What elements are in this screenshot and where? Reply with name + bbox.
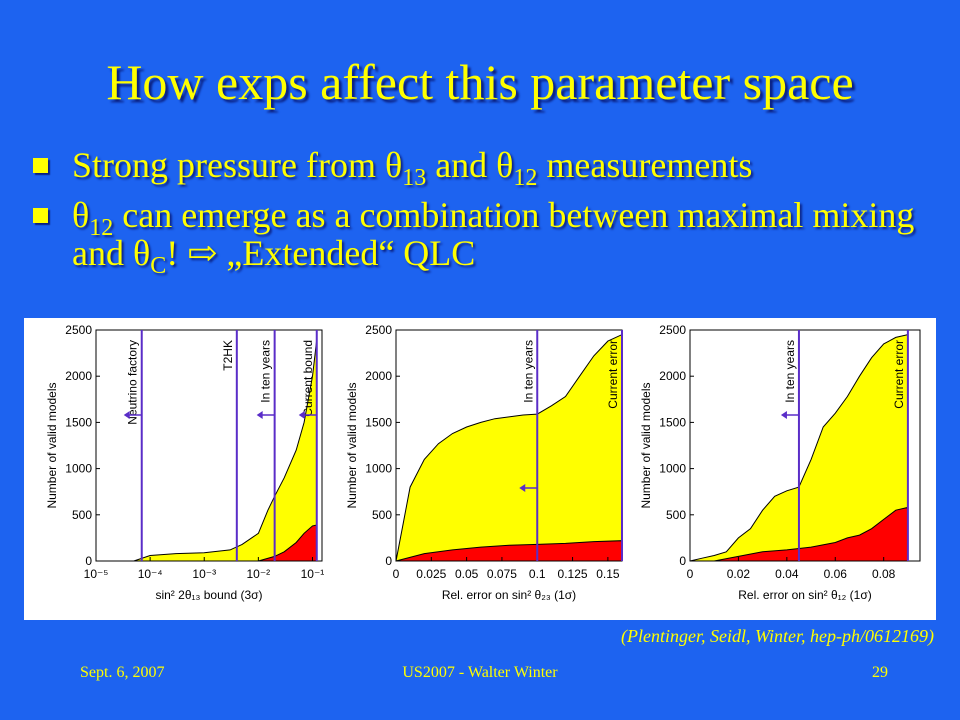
bullet-subscript: 13 (402, 165, 427, 192)
plot-frame (689, 329, 921, 562)
vertical-line-label: In ten years (521, 340, 535, 403)
vertical-line-label: In ten years (259, 340, 273, 403)
y-tick-label: 500 (72, 508, 92, 522)
y-tick-label: 2500 (65, 323, 92, 337)
citation: (Plentinger, Seidl, Winter, hep-ph/06121… (621, 626, 934, 646)
arrow-left-icon (298, 411, 305, 419)
arrow-left-icon (780, 411, 787, 419)
y-tick-label: 1500 (365, 415, 392, 429)
bullet-text: ! ⇨ „Extended“ QLC (166, 233, 476, 273)
bullet-subscript: C (150, 253, 167, 280)
vertical-line-label: Neutrino factory (126, 340, 140, 425)
vertical-line-label: Current error (892, 340, 906, 409)
x-tick-label: 0 (687, 567, 694, 581)
red-area (690, 506, 909, 562)
bullet-item: Strong pressure from θ13 and θ12 measure… (30, 145, 940, 190)
chart-1: 0 500 1000 1500 2000 2500 10⁻⁵ 10⁻⁴ 10⁻³ 10⁻² 10⁻¹… (45, 323, 324, 602)
bullet-text: measurements (537, 145, 753, 185)
y-tick-label: 2000 (365, 369, 392, 383)
bullet-item: θ12 can emerge as a combination between … (30, 195, 940, 278)
x-tick-label: 0.075 (487, 567, 517, 581)
footer-page-number: 29 (872, 664, 888, 681)
y-tick-label: 500 (666, 508, 686, 522)
y-tick-label: 500 (372, 508, 392, 522)
y-tick-label: 2000 (659, 369, 686, 383)
x-tick-label: 0.15 (596, 567, 620, 581)
y-tick-label: 1000 (659, 462, 686, 476)
bullet-subscript: 12 (513, 165, 538, 192)
arrow-left-icon (256, 411, 263, 419)
bullet-square-icon (33, 158, 48, 173)
bullet-text: and θ (426, 145, 514, 185)
slide-title: How exps affect this parameter space (106, 54, 854, 110)
x-tick-label: 10⁻⁵ (84, 567, 109, 581)
y-tick-label: 1000 (365, 462, 392, 476)
y-tick-label: 2500 (659, 323, 686, 337)
x-tick-label: 0.025 (416, 567, 446, 581)
x-tick-label: 10⁻¹ (301, 567, 325, 581)
x-tick-label: 0.05 (455, 567, 479, 581)
bullet-square-icon (33, 208, 48, 223)
chart-3: 0 500 1000 1500 2000 2500 0 0.02 0.04 0.06 0.08 Num… (639, 323, 921, 602)
yellow-area (395, 333, 623, 562)
yellow-area (689, 333, 909, 562)
y-tick-label: 1500 (65, 415, 92, 429)
bullet-text: can emerge as a combination between maxi… (72, 195, 915, 273)
bullet-list: Strong pressure from θ13 and θ12 measure… (30, 146, 940, 284)
x-tick-label: 10⁻³ (192, 567, 216, 581)
y-tick-label: 2000 (65, 369, 92, 383)
y-axis-label: Number of valid models (639, 382, 653, 508)
y-tick-label: 0 (385, 554, 392, 568)
x-axis-label: Rel. error on sin² θ₁₂ (1σ) (738, 588, 871, 602)
bullet-text: Strong pressure from θ (72, 145, 403, 185)
vertical-line-label: Current bound (301, 340, 315, 417)
x-tick-label: 10⁻⁴ (138, 567, 163, 581)
y-axis-label: Number of valid models (45, 382, 59, 508)
y-tick-label: 1500 (659, 415, 686, 429)
y-tick-label: 0 (85, 554, 92, 568)
vertical-line-label: In ten years (783, 340, 797, 403)
x-tick-label: 0 (393, 567, 400, 581)
x-tick-label: 0.08 (872, 567, 896, 581)
x-axis-label: sin² 2θ₁₃ bound (3σ) (155, 588, 262, 602)
y-tick-label: 1000 (65, 462, 92, 476)
footer-center: US2007 - Walter Winter (402, 664, 558, 681)
x-tick-label: 0.04 (775, 567, 799, 581)
x-axis-label: Rel. error on sin² θ₂₃ (1σ) (442, 588, 576, 602)
x-tick-label: 0.02 (727, 567, 751, 581)
vertical-line-label: T2HK (221, 340, 235, 371)
y-tick-label: 0 (679, 554, 686, 568)
x-tick-label: 10⁻² (247, 567, 271, 581)
x-tick-label: 0.1 (529, 567, 546, 581)
yellow-area (133, 339, 318, 562)
vertical-line-label: Current error (606, 340, 620, 409)
y-tick-label: 2500 (365, 323, 392, 337)
arrow-left-icon (519, 484, 526, 492)
chart-2: 0 500 1000 1500 2000 2500 0 0.025 0.05 0.075 0.1 0.… (345, 323, 623, 602)
y-axis-label: Number of valid models (345, 382, 359, 508)
plot-frame (95, 329, 323, 562)
x-tick-label: 0.125 (558, 567, 588, 581)
x-tick-label: 0.06 (824, 567, 848, 581)
footer-date: Sept. 6, 2007 (80, 664, 165, 681)
bullet-text: θ (72, 195, 90, 235)
charts-svg: 0 500 1000 1500 2000 2500 10⁻⁵ 10⁻⁴ 10⁻³ 10⁻² 10⁻¹… (45, 323, 921, 602)
figure-panel: 0 500 1000 1500 2000 2500 10⁻⁵ 10⁻⁴ 10⁻³ 10⁻² 10⁻¹… (24, 318, 936, 620)
arrow-left-icon (123, 411, 130, 419)
